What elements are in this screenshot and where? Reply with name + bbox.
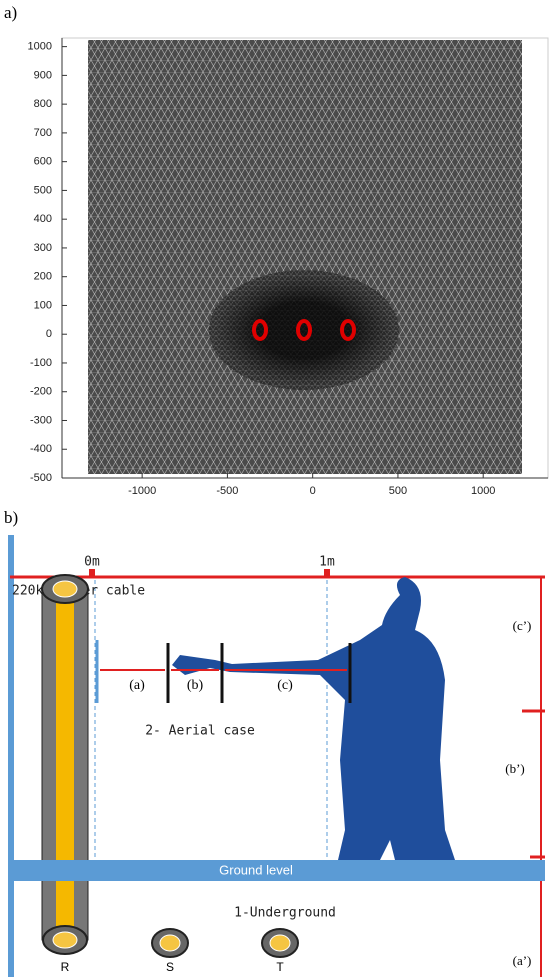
markers	[95, 640, 352, 703]
x-tick-label: -1000	[128, 485, 156, 497]
panel-label: b)	[4, 508, 18, 527]
panel-label: a)	[4, 3, 17, 22]
scale-mark: 1m	[319, 555, 335, 570]
y-tick-label: 800	[34, 98, 52, 110]
x-tick-label: 1000	[471, 485, 495, 497]
y-tick-label: 500	[34, 184, 52, 196]
height-label: (b’)	[505, 761, 525, 776]
distance-label: (c)	[277, 678, 293, 693]
aerial-label: 2- Aerial case	[145, 724, 255, 739]
phase-core	[269, 934, 291, 952]
y-tick-label: 700	[34, 127, 52, 139]
conductors	[252, 319, 356, 341]
x-tick-label: -500	[216, 485, 238, 497]
y-tick-label: 600	[34, 156, 52, 168]
dense-mesh-core	[214, 275, 394, 385]
phase-label: S	[166, 960, 174, 974]
phase-cables	[42, 925, 299, 958]
ground-label: Ground level	[219, 862, 293, 877]
cable-end-core	[52, 580, 78, 598]
scale-mark: 0m	[84, 555, 100, 570]
person	[172, 577, 455, 860]
distance-label: (a)	[129, 678, 145, 693]
conductor	[296, 319, 312, 341]
x-tick-label: 500	[389, 485, 407, 497]
height-label: (c’)	[513, 618, 532, 633]
conductor	[340, 319, 356, 341]
y-tick-label: -500	[30, 472, 52, 484]
axes: 10009008007006005004003002001000-100-200…	[28, 38, 548, 497]
y-tick-label: -300	[30, 414, 52, 426]
phase-label: T	[276, 960, 284, 974]
x-tick-label: 0	[310, 485, 316, 497]
y-tick-label: 100	[34, 299, 52, 311]
underground-label: 1-Underground	[234, 906, 336, 921]
y-tick-label: 0	[46, 328, 52, 340]
cable-core	[56, 588, 74, 940]
y-tick-label: 900	[34, 69, 52, 81]
y-tick-label: 300	[34, 242, 52, 254]
phase-core	[159, 934, 181, 952]
y-tick-label: -400	[30, 443, 52, 455]
ground-bar	[10, 860, 545, 881]
y-tick-label: 1000	[28, 41, 52, 53]
height-label: (a’)	[513, 953, 532, 968]
y-tick-label: -100	[30, 357, 52, 369]
scale-tick	[89, 569, 95, 577]
scale-tick	[324, 569, 330, 577]
y-tick-label: 400	[34, 213, 52, 225]
y-tick-label: -200	[30, 386, 52, 398]
mesh	[88, 40, 522, 474]
conductor	[252, 319, 268, 341]
left-bar	[8, 535, 14, 977]
distance-label: (b)	[187, 678, 204, 693]
y-tick-label: 200	[34, 271, 52, 283]
phase-label: R	[61, 960, 70, 974]
phase-core	[52, 931, 78, 949]
